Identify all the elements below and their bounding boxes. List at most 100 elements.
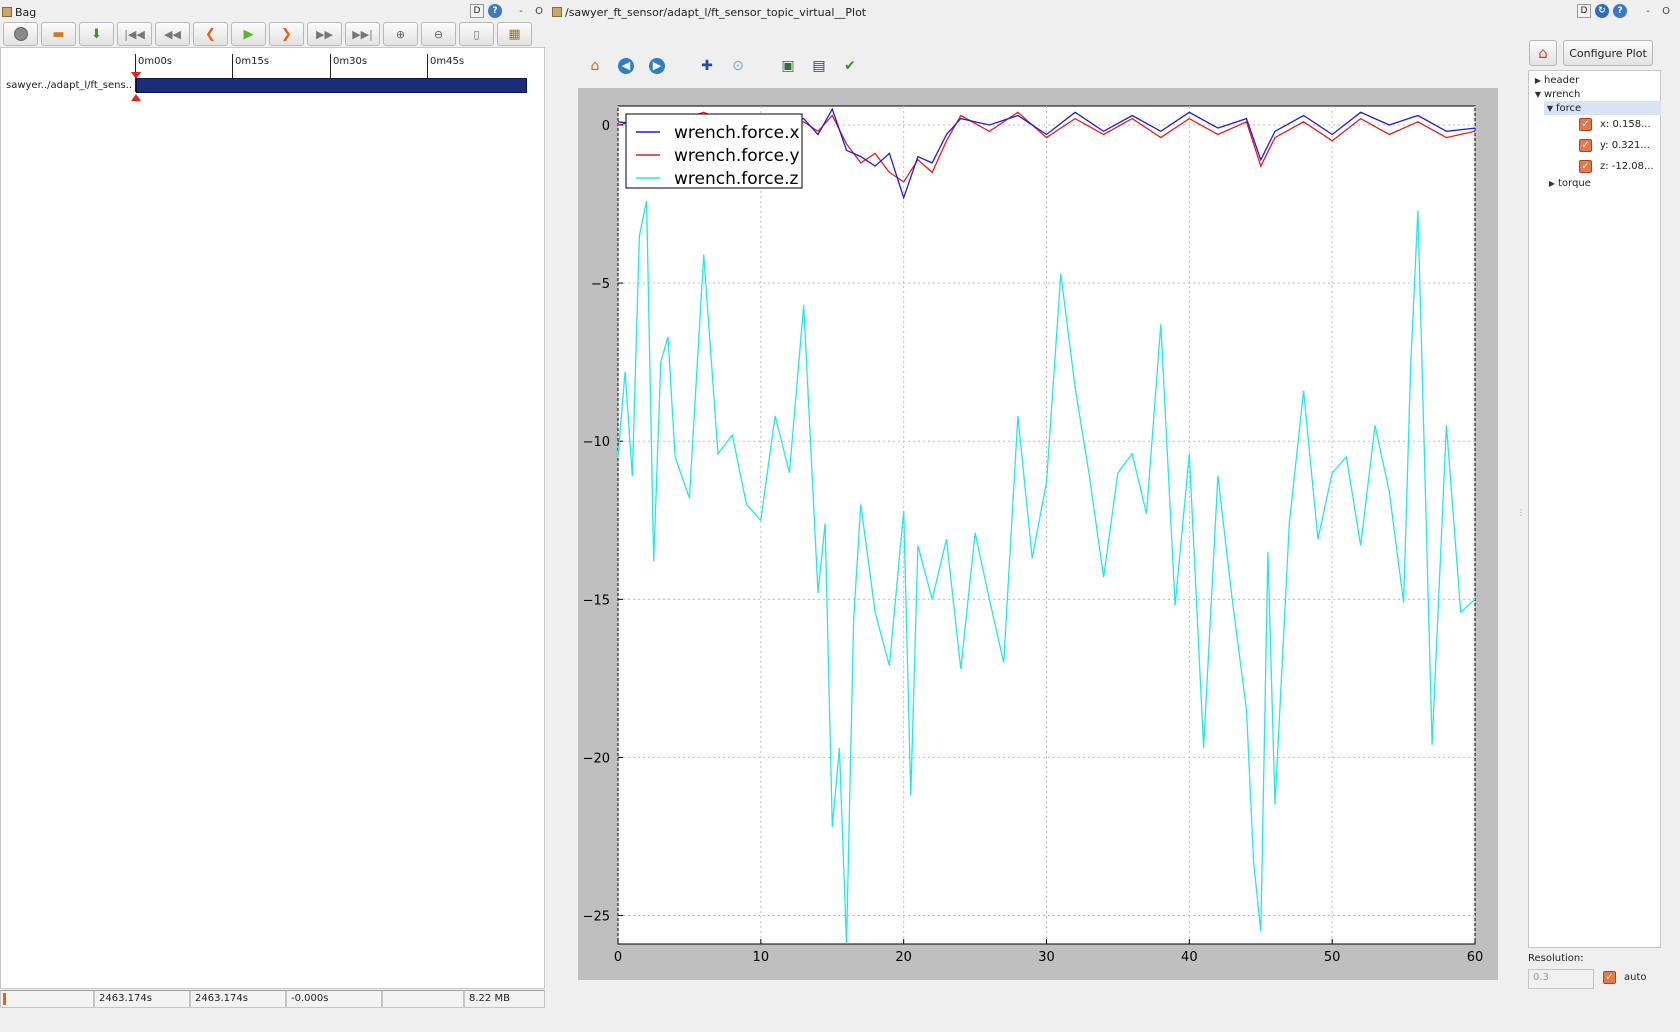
forward-icon: ▶: [649, 58, 665, 74]
reload-icon[interactable]: ↻: [1595, 4, 1609, 18]
chart-legend: wrench.force.x wrench.force.y wrench.force…: [625, 113, 803, 189]
restore-icon[interactable]: O: [1662, 5, 1670, 17]
tree-item-label: force: [1556, 102, 1582, 114]
zoom-icon: ⊙: [732, 58, 744, 74]
zoom-in-icon: ⊕: [395, 27, 406, 41]
y-tick-label: −20: [583, 751, 610, 766]
topic-tree[interactable]: ▶ header ▼ wrench ▼ force ✓ x: 0.158... ✓ y: …: [1528, 70, 1661, 948]
skip-last-button[interactable]: ▶▶|: [345, 22, 380, 46]
help-icon[interactable]: ?: [488, 4, 502, 18]
zoom-out-icon: ⊖: [433, 27, 444, 41]
plot-canvas[interactable]: 0 10 20 30 40 50 60 0 −5 −10 −15 −20 −25 wrench.force…: [578, 88, 1498, 980]
back-button[interactable]: ◀: [616, 56, 636, 76]
tree-item-header[interactable]: ▶ header: [1532, 73, 1579, 87]
force-y-checkbox[interactable]: ✓: [1579, 138, 1592, 152]
rewind-icon: ◀◀: [164, 27, 181, 41]
step-back-icon: ❮: [205, 26, 216, 42]
play-icon: ▶: [243, 26, 254, 42]
collapse-arrow-icon[interactable]: ▼: [1546, 103, 1554, 113]
tree-item-force-x[interactable]: ✓ x: 0.158...: [1579, 117, 1651, 131]
timeline-tick: [232, 54, 233, 92]
tree-item-force-y[interactable]: ✓ y: 0.321...: [1579, 138, 1650, 152]
plot-window-icon: [552, 7, 562, 17]
force-z-checkbox[interactable]: ✓: [1579, 159, 1592, 173]
restore-icon[interactable]: O: [535, 5, 543, 17]
x-tick-label: 20: [895, 950, 912, 965]
reset-view-button[interactable]: ⌂: [1529, 40, 1557, 66]
fast-forward-button[interactable]: ▶▶: [307, 22, 342, 46]
rewind-button[interactable]: ◀◀: [155, 22, 190, 46]
forward-button[interactable]: ▶: [647, 56, 667, 76]
x-tick-label: 50: [1324, 950, 1341, 965]
topic-tree-panel: ⌂ Configure Plot ▶ header ▼ wrench ▼ force …: [1525, 36, 1680, 996]
step-back-button[interactable]: ❮: [193, 22, 228, 46]
bag-status-bar: 2463.174s 2463.174s -0.000s 8.22 MB: [0, 990, 545, 1010]
save-button[interactable]: ⬇: [79, 22, 114, 46]
tree-item-label: y: 0.321...: [1600, 139, 1650, 151]
auto-checkbox[interactable]: ✓: [1603, 971, 1616, 984]
collapse-arrow-icon[interactable]: ▼: [1534, 89, 1542, 99]
thumbnails-button[interactable]: ▦: [497, 22, 532, 46]
step-forward-button[interactable]: ❯: [269, 22, 304, 46]
zoom-fit-button[interactable]: ▯: [459, 22, 494, 46]
x-tick-label: 40: [1181, 950, 1198, 965]
series-line-wrench-force-z: [617, 200, 1476, 945]
tree-item-torque[interactable]: ▶ torque: [1546, 176, 1591, 190]
record-button[interactable]: [3, 22, 38, 46]
timeline-tick-label: 0m30s: [333, 56, 368, 67]
auto-resolution-toggle[interactable]: ✓ auto: [1603, 971, 1647, 984]
minimize-icon[interactable]: -: [1646, 5, 1650, 17]
playback-progress: [0, 990, 94, 1008]
pan-button[interactable]: ✚: [697, 56, 717, 76]
subplots-icon: ▣: [781, 58, 795, 74]
tree-item-wrench[interactable]: ▼ wrench: [1532, 87, 1580, 101]
plot-area: [617, 105, 1476, 945]
edit-axes-icon: ✔: [844, 58, 856, 74]
zoom-in-button[interactable]: ⊕: [383, 22, 418, 46]
help-icon[interactable]: ?: [1613, 4, 1627, 18]
edit-axes-button[interactable]: ✔: [840, 56, 860, 76]
playhead-top-marker[interactable]: [131, 72, 141, 79]
tree-item-label: wrench: [1544, 88, 1581, 100]
skip-first-button[interactable]: |◀◀: [117, 22, 152, 46]
y-tick-label: −10: [583, 435, 610, 450]
playhead-bottom-marker[interactable]: [131, 94, 141, 101]
save-figure-button[interactable]: ▤: [809, 56, 829, 76]
record-icon: [13, 27, 28, 41]
x-tick-label: 60: [1467, 950, 1484, 965]
topic-message-bar[interactable]: [136, 78, 527, 93]
open-button[interactable]: ▬: [41, 22, 76, 46]
zoom-out-button[interactable]: ⊖: [421, 22, 456, 46]
tree-item-label: z: -12.08...: [1600, 160, 1654, 172]
play-button[interactable]: ▶: [231, 22, 266, 46]
configure-plot-button[interactable]: Configure Plot: [1563, 40, 1653, 66]
resolution-input[interactable]: 0.3: [1528, 969, 1594, 989]
splitter-handle[interactable]: ⋮: [1517, 508, 1525, 517]
home-button[interactable]: ⌂: [585, 56, 605, 76]
tree-item-force-z[interactable]: ✓ z: -12.08...: [1579, 159, 1654, 173]
save-figure-icon: ▤: [812, 58, 826, 74]
expand-arrow-icon[interactable]: ▶: [1548, 178, 1556, 188]
plot-toolbar: ⌂ ◀ ▶ ✚ ⊙ ▣ ▤ ✔: [585, 56, 860, 76]
zoom-button[interactable]: ⊙: [728, 56, 748, 76]
auto-label: auto: [1624, 972, 1647, 983]
bag-titlebar: Bag: [0, 0, 36, 24]
timeline-tick: [330, 54, 331, 92]
back-icon: ◀: [618, 58, 634, 74]
expand-arrow-icon[interactable]: ▶: [1534, 75, 1542, 85]
dock-icon[interactable]: D: [1577, 4, 1591, 18]
bag-timeline[interactable]: 0m00s 0m15s 0m30s 0m45s sawyer../adapt_l…: [0, 47, 545, 989]
x-tick-label: 30: [1038, 950, 1055, 965]
tree-item-label: torque: [1558, 177, 1591, 189]
dock-icon[interactable]: D: [470, 4, 484, 18]
legend-label: wrench.force.x: [674, 123, 800, 143]
subplots-button[interactable]: ▣: [778, 56, 798, 76]
force-x-checkbox[interactable]: ✓: [1579, 117, 1592, 131]
open-icon: ▬: [52, 26, 65, 42]
minimize-icon[interactable]: -: [519, 5, 523, 17]
timeline-tick: [427, 54, 428, 92]
skip-first-icon: |◀◀: [124, 27, 145, 41]
tree-item-force[interactable]: ▼ force: [1544, 101, 1661, 115]
x-tick-label: 0: [614, 950, 622, 965]
plot-canvas-frame[interactable]: 0 10 20 30 40 50 60 0 −5 −10 −15 −20 −25 wrench.force…: [578, 88, 1498, 980]
